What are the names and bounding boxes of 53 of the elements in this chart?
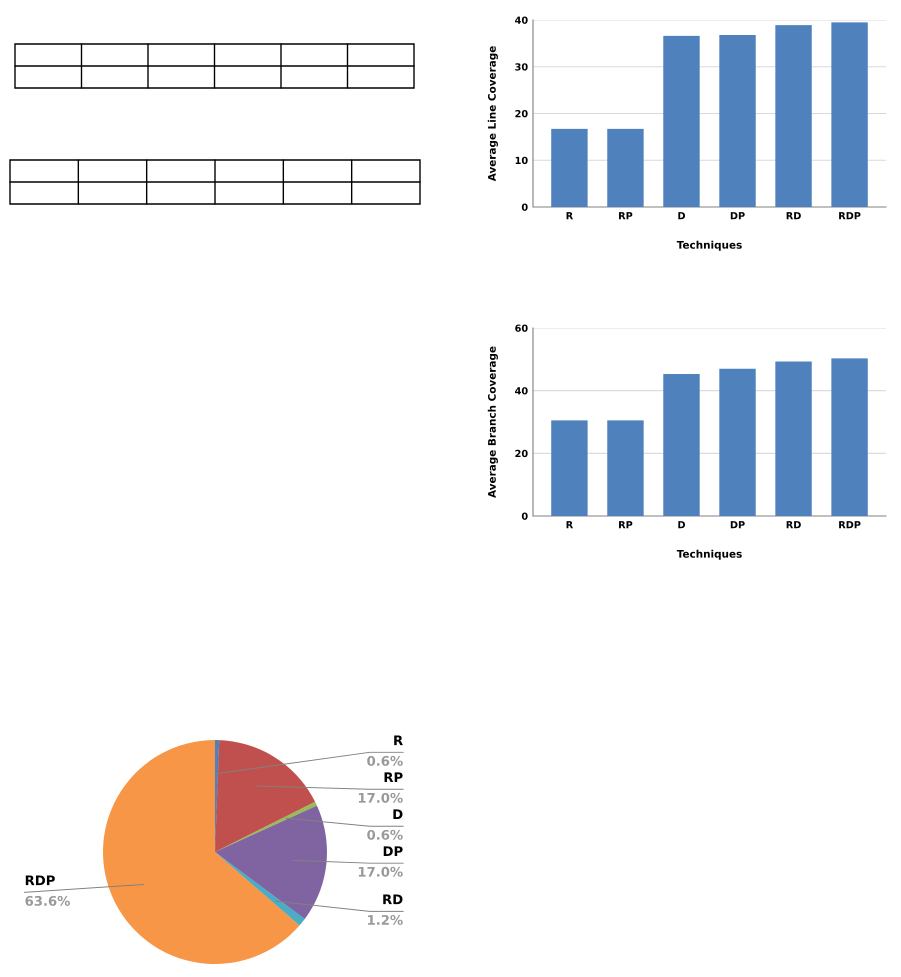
bar bbox=[831, 358, 868, 516]
data-label: 63.6% bbox=[25, 896, 70, 906]
data-label: 1.2% bbox=[368, 914, 403, 925]
bar bbox=[607, 420, 644, 516]
y-axis-title: Average Line Coverage bbox=[488, 46, 498, 182]
bar bbox=[831, 22, 868, 207]
pie-slice bbox=[215, 740, 316, 852]
bar bbox=[607, 128, 644, 207]
data-label: 17.0% bbox=[358, 866, 403, 877]
y-tick-label: 10 bbox=[516, 156, 528, 164]
x-tick-label: DP bbox=[730, 521, 745, 528]
y-tick-label: 30 bbox=[515, 63, 528, 71]
y-tick-label: 40 bbox=[515, 387, 528, 394]
y-axis-title: Average Branch Coverage bbox=[488, 346, 498, 498]
bar bbox=[719, 368, 756, 516]
x-tick-label: R bbox=[566, 521, 573, 528]
y-tick-label: 0 bbox=[522, 512, 528, 520]
slice-label: D bbox=[393, 809, 402, 820]
bar bbox=[551, 128, 588, 207]
x-tick-label: RP bbox=[619, 212, 632, 220]
x-tick-label: D bbox=[678, 521, 686, 528]
x-axis-title: Techniques bbox=[676, 550, 742, 560]
x-tick-label: RDP bbox=[839, 212, 861, 220]
slice-label: RDP bbox=[26, 875, 55, 886]
x-tick-label: RD bbox=[786, 521, 801, 528]
slice-label: DP bbox=[384, 846, 403, 856]
bar bbox=[775, 25, 812, 207]
x-tick-label: RP bbox=[619, 521, 632, 528]
pie-slice bbox=[215, 852, 305, 926]
data-label: 0.6% bbox=[367, 830, 403, 840]
slice-label: R bbox=[394, 735, 403, 746]
y-tick-label: 20 bbox=[515, 110, 528, 118]
slice-label: RP bbox=[384, 772, 403, 782]
pie-slice bbox=[103, 740, 300, 964]
data-label: 17.0% bbox=[358, 792, 403, 803]
pie-slice bbox=[215, 806, 327, 919]
y-tick-label: 40 bbox=[515, 16, 528, 24]
y-tick-label: 20 bbox=[515, 450, 528, 458]
x-axis-title: Techniques bbox=[676, 240, 742, 251]
y-tick-label: 0 bbox=[522, 203, 528, 211]
bar bbox=[663, 36, 700, 207]
x-tick-label: RD bbox=[786, 212, 801, 220]
bar bbox=[663, 374, 700, 516]
bar bbox=[551, 420, 588, 516]
bar bbox=[775, 362, 812, 516]
slice-label: RD bbox=[383, 894, 402, 904]
x-tick-label: D bbox=[678, 212, 686, 220]
x-tick-label: R bbox=[566, 212, 573, 220]
bar bbox=[719, 34, 756, 207]
x-tick-label: RDP bbox=[839, 521, 861, 528]
x-tick-label: DP bbox=[730, 212, 745, 220]
data-label: 0.6% bbox=[367, 756, 403, 766]
y-tick-label: 60 bbox=[515, 324, 528, 332]
